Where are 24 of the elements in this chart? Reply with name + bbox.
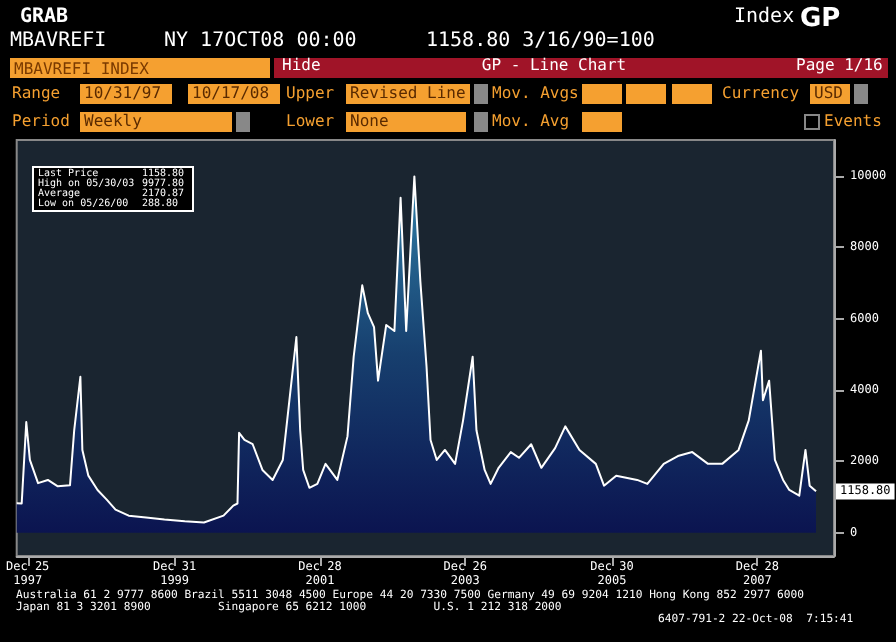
text: Hide <box>278 56 322 78</box>
text: GRAB <box>20 6 69 28</box>
text: Weekly <box>80 112 232 132</box>
text: 1158.80 3/16/90=100 <box>426 30 655 52</box>
text: GP <box>800 4 841 34</box>
text: Lower <box>286 112 335 130</box>
text: Period <box>12 112 70 130</box>
text: MBAVREFI <box>10 30 107 52</box>
text: 10/31/97 <box>80 84 172 104</box>
text: Range <box>12 84 61 102</box>
text: 10/17/08 <box>188 84 280 104</box>
text: Mov. Avg <box>492 112 570 130</box>
text: Page 1/16 <box>792 56 888 78</box>
text: Upper <box>286 84 335 102</box>
text: Index <box>734 6 795 28</box>
text: Mov. Avgs <box>492 84 579 102</box>
text: None <box>346 112 466 132</box>
text: Revised Line <box>346 84 470 104</box>
text: NY 17OCT08 00:00 <box>164 30 357 52</box>
text: Events <box>824 112 882 130</box>
text: Currency <box>722 84 800 102</box>
text: USD <box>810 84 850 104</box>
text: GP - Line Chart <box>479 56 629 74</box>
chart-title: MBAVREFI INDEX <box>14 60 149 78</box>
